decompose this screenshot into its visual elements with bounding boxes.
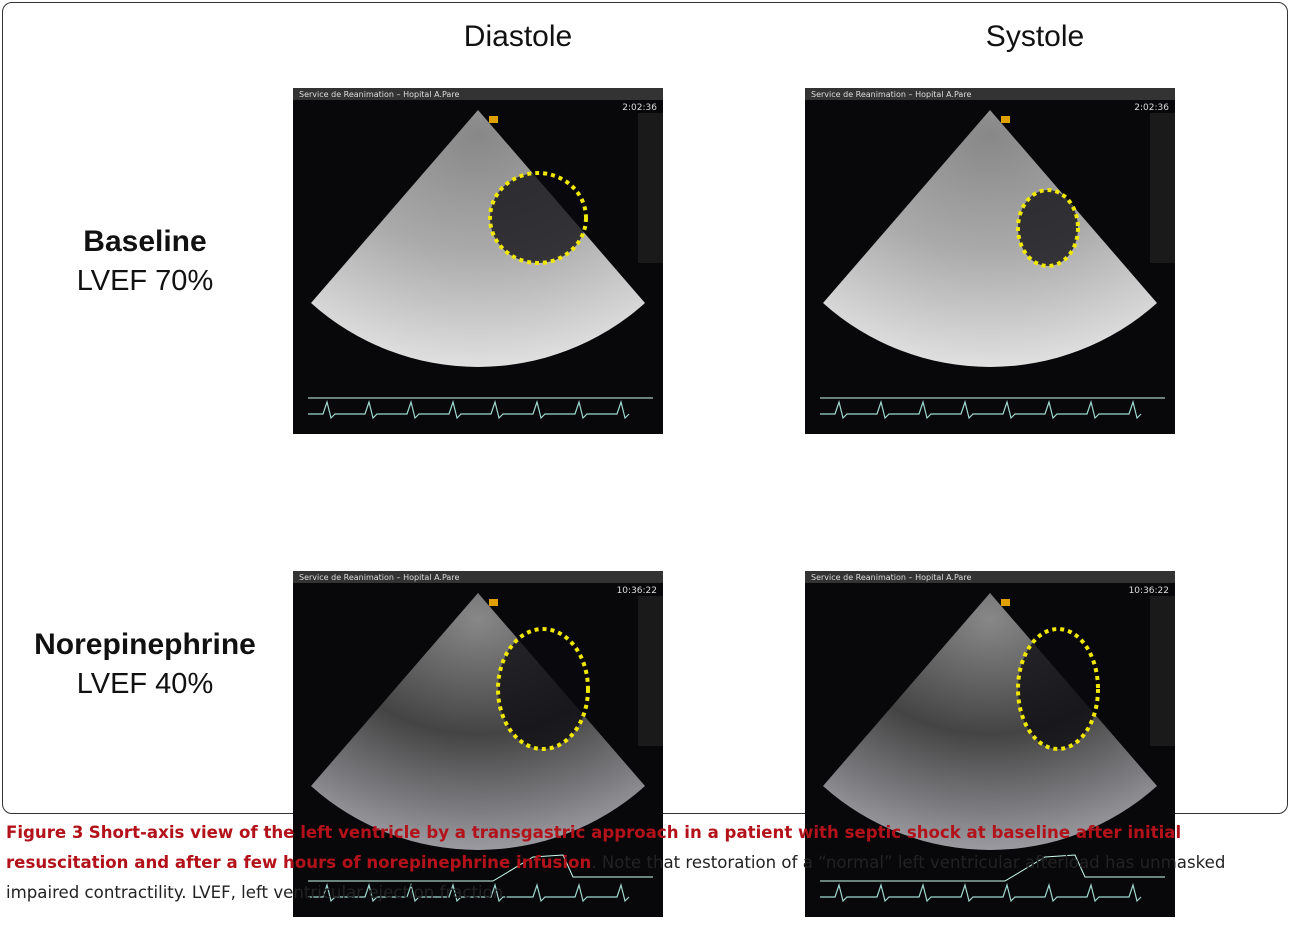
side-panel bbox=[638, 113, 663, 263]
image-header: Service de Reanimation – Hopital A.Pare bbox=[299, 573, 459, 582]
caption-label: Figure 3 bbox=[6, 823, 83, 842]
image-time: 10:36:22 bbox=[1129, 586, 1169, 596]
image-header: Service de Reanimation – Hopital A.Pare bbox=[811, 573, 971, 582]
caption: Figure 3 Short-axis view of the left ven… bbox=[6, 818, 1284, 908]
logo bbox=[1001, 599, 1010, 606]
image-header: Service de Reanimation – Hopital A.Pare bbox=[811, 90, 971, 99]
image-time: 10:36:22 bbox=[617, 586, 657, 596]
column-header: Diastole bbox=[464, 20, 572, 54]
page: Diastole Systole Baseline LVEF 70% Norep… bbox=[0, 0, 1290, 952]
logo bbox=[489, 116, 498, 123]
row-subtitle: LVEF 70% bbox=[5, 265, 285, 298]
column-header: Systole bbox=[986, 20, 1084, 54]
row-label: Norepinephrine LVEF 40% bbox=[5, 628, 285, 701]
side-panel bbox=[638, 596, 663, 746]
row-title: Baseline bbox=[5, 225, 285, 259]
echo-image: Service de Reanimation – Hopital A.Pare 2… bbox=[805, 88, 1175, 434]
echo-image: Service de Reanimation – Hopital A.Pare 2… bbox=[293, 88, 663, 434]
row-title: Norepinephrine bbox=[5, 628, 285, 662]
image-time: 2:02:36 bbox=[1134, 103, 1169, 113]
logo bbox=[1001, 116, 1010, 123]
ecg-strip bbox=[293, 384, 663, 434]
image-time: 2:02:36 bbox=[622, 103, 657, 113]
row-subtitle: LVEF 40% bbox=[5, 668, 285, 701]
side-panel bbox=[1150, 596, 1175, 746]
image-header: Service de Reanimation – Hopital A.Pare bbox=[299, 90, 459, 99]
logo bbox=[489, 599, 498, 606]
side-panel bbox=[1150, 113, 1175, 263]
row-label: Baseline LVEF 70% bbox=[5, 225, 285, 298]
ecg-strip bbox=[805, 384, 1175, 434]
